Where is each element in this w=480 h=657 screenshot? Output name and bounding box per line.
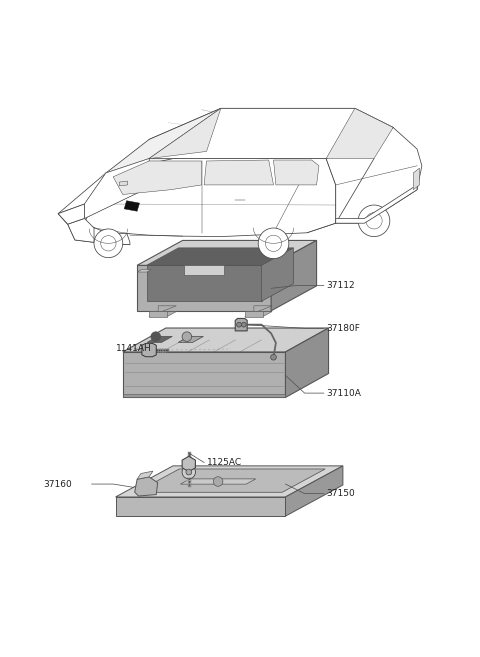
Polygon shape — [336, 185, 417, 223]
Polygon shape — [178, 336, 204, 342]
Polygon shape — [113, 161, 202, 194]
Polygon shape — [245, 311, 263, 317]
Polygon shape — [286, 328, 328, 397]
Polygon shape — [84, 158, 336, 237]
Circle shape — [241, 323, 246, 327]
Polygon shape — [274, 160, 319, 185]
Polygon shape — [180, 479, 256, 484]
Polygon shape — [147, 248, 293, 265]
Circle shape — [186, 469, 192, 475]
Polygon shape — [58, 158, 149, 224]
Polygon shape — [149, 108, 221, 158]
Text: 37110A: 37110A — [326, 388, 361, 397]
Polygon shape — [271, 240, 317, 311]
Polygon shape — [326, 108, 393, 158]
Polygon shape — [235, 319, 247, 331]
Circle shape — [182, 332, 192, 342]
Polygon shape — [58, 173, 130, 245]
Circle shape — [94, 229, 123, 258]
Polygon shape — [286, 466, 343, 516]
Polygon shape — [68, 218, 94, 242]
Polygon shape — [123, 328, 328, 352]
Circle shape — [101, 236, 116, 251]
Polygon shape — [184, 265, 224, 275]
Polygon shape — [124, 200, 140, 212]
Polygon shape — [326, 127, 422, 223]
Polygon shape — [262, 248, 293, 301]
Polygon shape — [149, 108, 393, 158]
Polygon shape — [123, 352, 286, 397]
Polygon shape — [137, 240, 317, 265]
Text: 1141AH: 1141AH — [116, 344, 151, 353]
Polygon shape — [137, 265, 271, 311]
Polygon shape — [149, 306, 176, 317]
Text: 37160: 37160 — [44, 480, 72, 489]
Polygon shape — [204, 160, 274, 185]
Polygon shape — [135, 477, 157, 496]
Circle shape — [258, 228, 289, 259]
Circle shape — [265, 235, 282, 252]
Circle shape — [213, 477, 223, 486]
Polygon shape — [137, 269, 151, 272]
Polygon shape — [120, 181, 128, 186]
Polygon shape — [84, 158, 149, 218]
Polygon shape — [116, 466, 343, 497]
Circle shape — [151, 332, 160, 342]
Text: 1125AC: 1125AC — [206, 458, 241, 467]
Polygon shape — [149, 311, 167, 317]
Text: 37112: 37112 — [326, 281, 355, 290]
Polygon shape — [116, 497, 286, 516]
Circle shape — [237, 323, 241, 327]
Polygon shape — [245, 306, 272, 317]
Text: 37150: 37150 — [326, 489, 355, 498]
Polygon shape — [123, 394, 286, 397]
Circle shape — [271, 354, 276, 360]
Polygon shape — [413, 168, 420, 190]
Polygon shape — [149, 108, 393, 158]
Text: 37180F: 37180F — [326, 324, 360, 333]
Polygon shape — [137, 471, 153, 479]
Polygon shape — [147, 265, 262, 301]
Polygon shape — [58, 204, 84, 224]
Polygon shape — [147, 336, 172, 342]
Circle shape — [182, 465, 195, 479]
Polygon shape — [182, 457, 195, 472]
Circle shape — [358, 205, 390, 237]
Polygon shape — [106, 108, 221, 173]
Polygon shape — [142, 344, 156, 357]
Polygon shape — [136, 469, 325, 492]
Circle shape — [366, 213, 382, 229]
